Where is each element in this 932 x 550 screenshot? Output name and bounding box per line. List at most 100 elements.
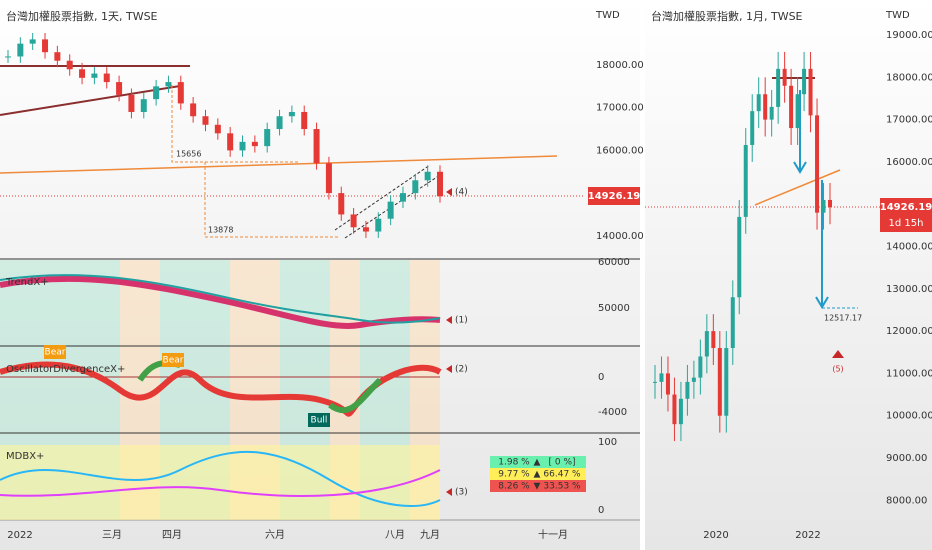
price-tick: 18000.00 [886, 72, 932, 83]
marker: (3) [455, 488, 468, 498]
marker-icon [446, 488, 452, 496]
marker-icon [446, 188, 452, 196]
countdown: 1d 15h [889, 218, 924, 229]
price-badge [588, 187, 640, 205]
candle [828, 199, 832, 208]
price-tick: 17000.00 [886, 115, 932, 126]
pane-tick: 60000 [598, 257, 630, 268]
title: 台灣加權股票指數, 1月, TWSE [651, 9, 803, 23]
candle [815, 115, 820, 213]
candle [66, 60, 73, 70]
candle [362, 227, 369, 232]
candle [750, 111, 755, 145]
level-label: 15656 [176, 150, 201, 159]
candle [350, 214, 357, 228]
price-badge [880, 198, 932, 232]
candle [399, 193, 406, 202]
candle [17, 43, 24, 57]
pane-tick: 0 [598, 505, 604, 516]
candle [313, 129, 320, 164]
table-cell: [ 0 %] [548, 458, 575, 468]
marker-icon [446, 365, 452, 373]
trendline [0, 155, 558, 174]
pane-tick: -4000 [598, 407, 627, 418]
candle [672, 394, 677, 425]
marker: (4) [455, 188, 468, 198]
candle [54, 52, 61, 61]
time-label: 2022 [795, 530, 820, 541]
candle [808, 68, 813, 116]
candle [821, 199, 826, 213]
candle [165, 82, 172, 87]
price-tick: 8000.00 [886, 495, 927, 506]
price-tick: 12000.00 [886, 326, 932, 337]
candle [789, 85, 794, 129]
pane-name: MDBX+ [6, 451, 44, 462]
candle [239, 141, 246, 151]
time-label: 十一月 [538, 528, 568, 541]
price-tick: 11000.00 [886, 368, 932, 379]
candle [711, 331, 716, 349]
last-price: 14926.19 [588, 191, 641, 202]
candle [153, 86, 160, 100]
mdb-line [0, 450, 441, 507]
table-cell: ▼ [534, 482, 541, 492]
level-label: 13878 [208, 226, 233, 235]
candle [103, 73, 110, 83]
table-cell: ▲ [534, 458, 541, 468]
candle [659, 373, 664, 382]
price-tick: 18000.00 [596, 60, 644, 71]
candle [325, 163, 332, 194]
candle [437, 171, 443, 197]
table-cell: 66.47 % [543, 470, 581, 480]
table-row [490, 480, 586, 492]
mdb-line [0, 469, 441, 497]
trend-ribbon [0, 275, 441, 329]
badge [162, 353, 184, 367]
marker-icon [832, 350, 844, 358]
candle [730, 297, 735, 349]
badge-label: Bull [311, 416, 328, 426]
fib-guides [171, 85, 340, 238]
candle [227, 133, 234, 151]
candle [140, 99, 147, 112]
candle [202, 116, 209, 125]
price-tick: 16000.00 [886, 157, 932, 168]
candle [29, 39, 36, 44]
time-label: 九月 [420, 529, 440, 541]
candle [704, 331, 709, 357]
candle [301, 111, 308, 130]
table-cell: 9.77 % [498, 470, 530, 480]
candle [724, 348, 729, 416]
currency: TWD [595, 10, 620, 21]
time-label: 四月 [162, 529, 182, 541]
candle [387, 201, 394, 219]
price-tick: 14000.00 [596, 231, 644, 242]
trendline [0, 85, 181, 116]
right-panel [645, 0, 932, 550]
table-cell: 33.53 % [543, 482, 581, 492]
price-tick: 9000.00 [886, 453, 927, 464]
currency: TWD [885, 10, 910, 21]
marker-icon [446, 316, 452, 324]
candle [190, 103, 197, 117]
pane-tick: 0 [598, 372, 604, 383]
time-label: 2020 [703, 530, 728, 541]
candle [177, 82, 184, 104]
pane-tick: 100 [598, 437, 617, 448]
candle [802, 68, 807, 95]
marker: (2) [455, 365, 468, 375]
candle [756, 94, 761, 112]
candle [214, 124, 221, 134]
table-row [490, 468, 586, 480]
candle [743, 144, 748, 217]
candle [264, 129, 271, 147]
price-tick: 10000.00 [886, 411, 932, 422]
candle [128, 94, 135, 112]
last-price: 14926.19 [880, 202, 932, 213]
candle [424, 171, 431, 181]
candle [782, 68, 787, 86]
time-label: 六月 [265, 529, 285, 541]
trend-line [0, 274, 441, 324]
